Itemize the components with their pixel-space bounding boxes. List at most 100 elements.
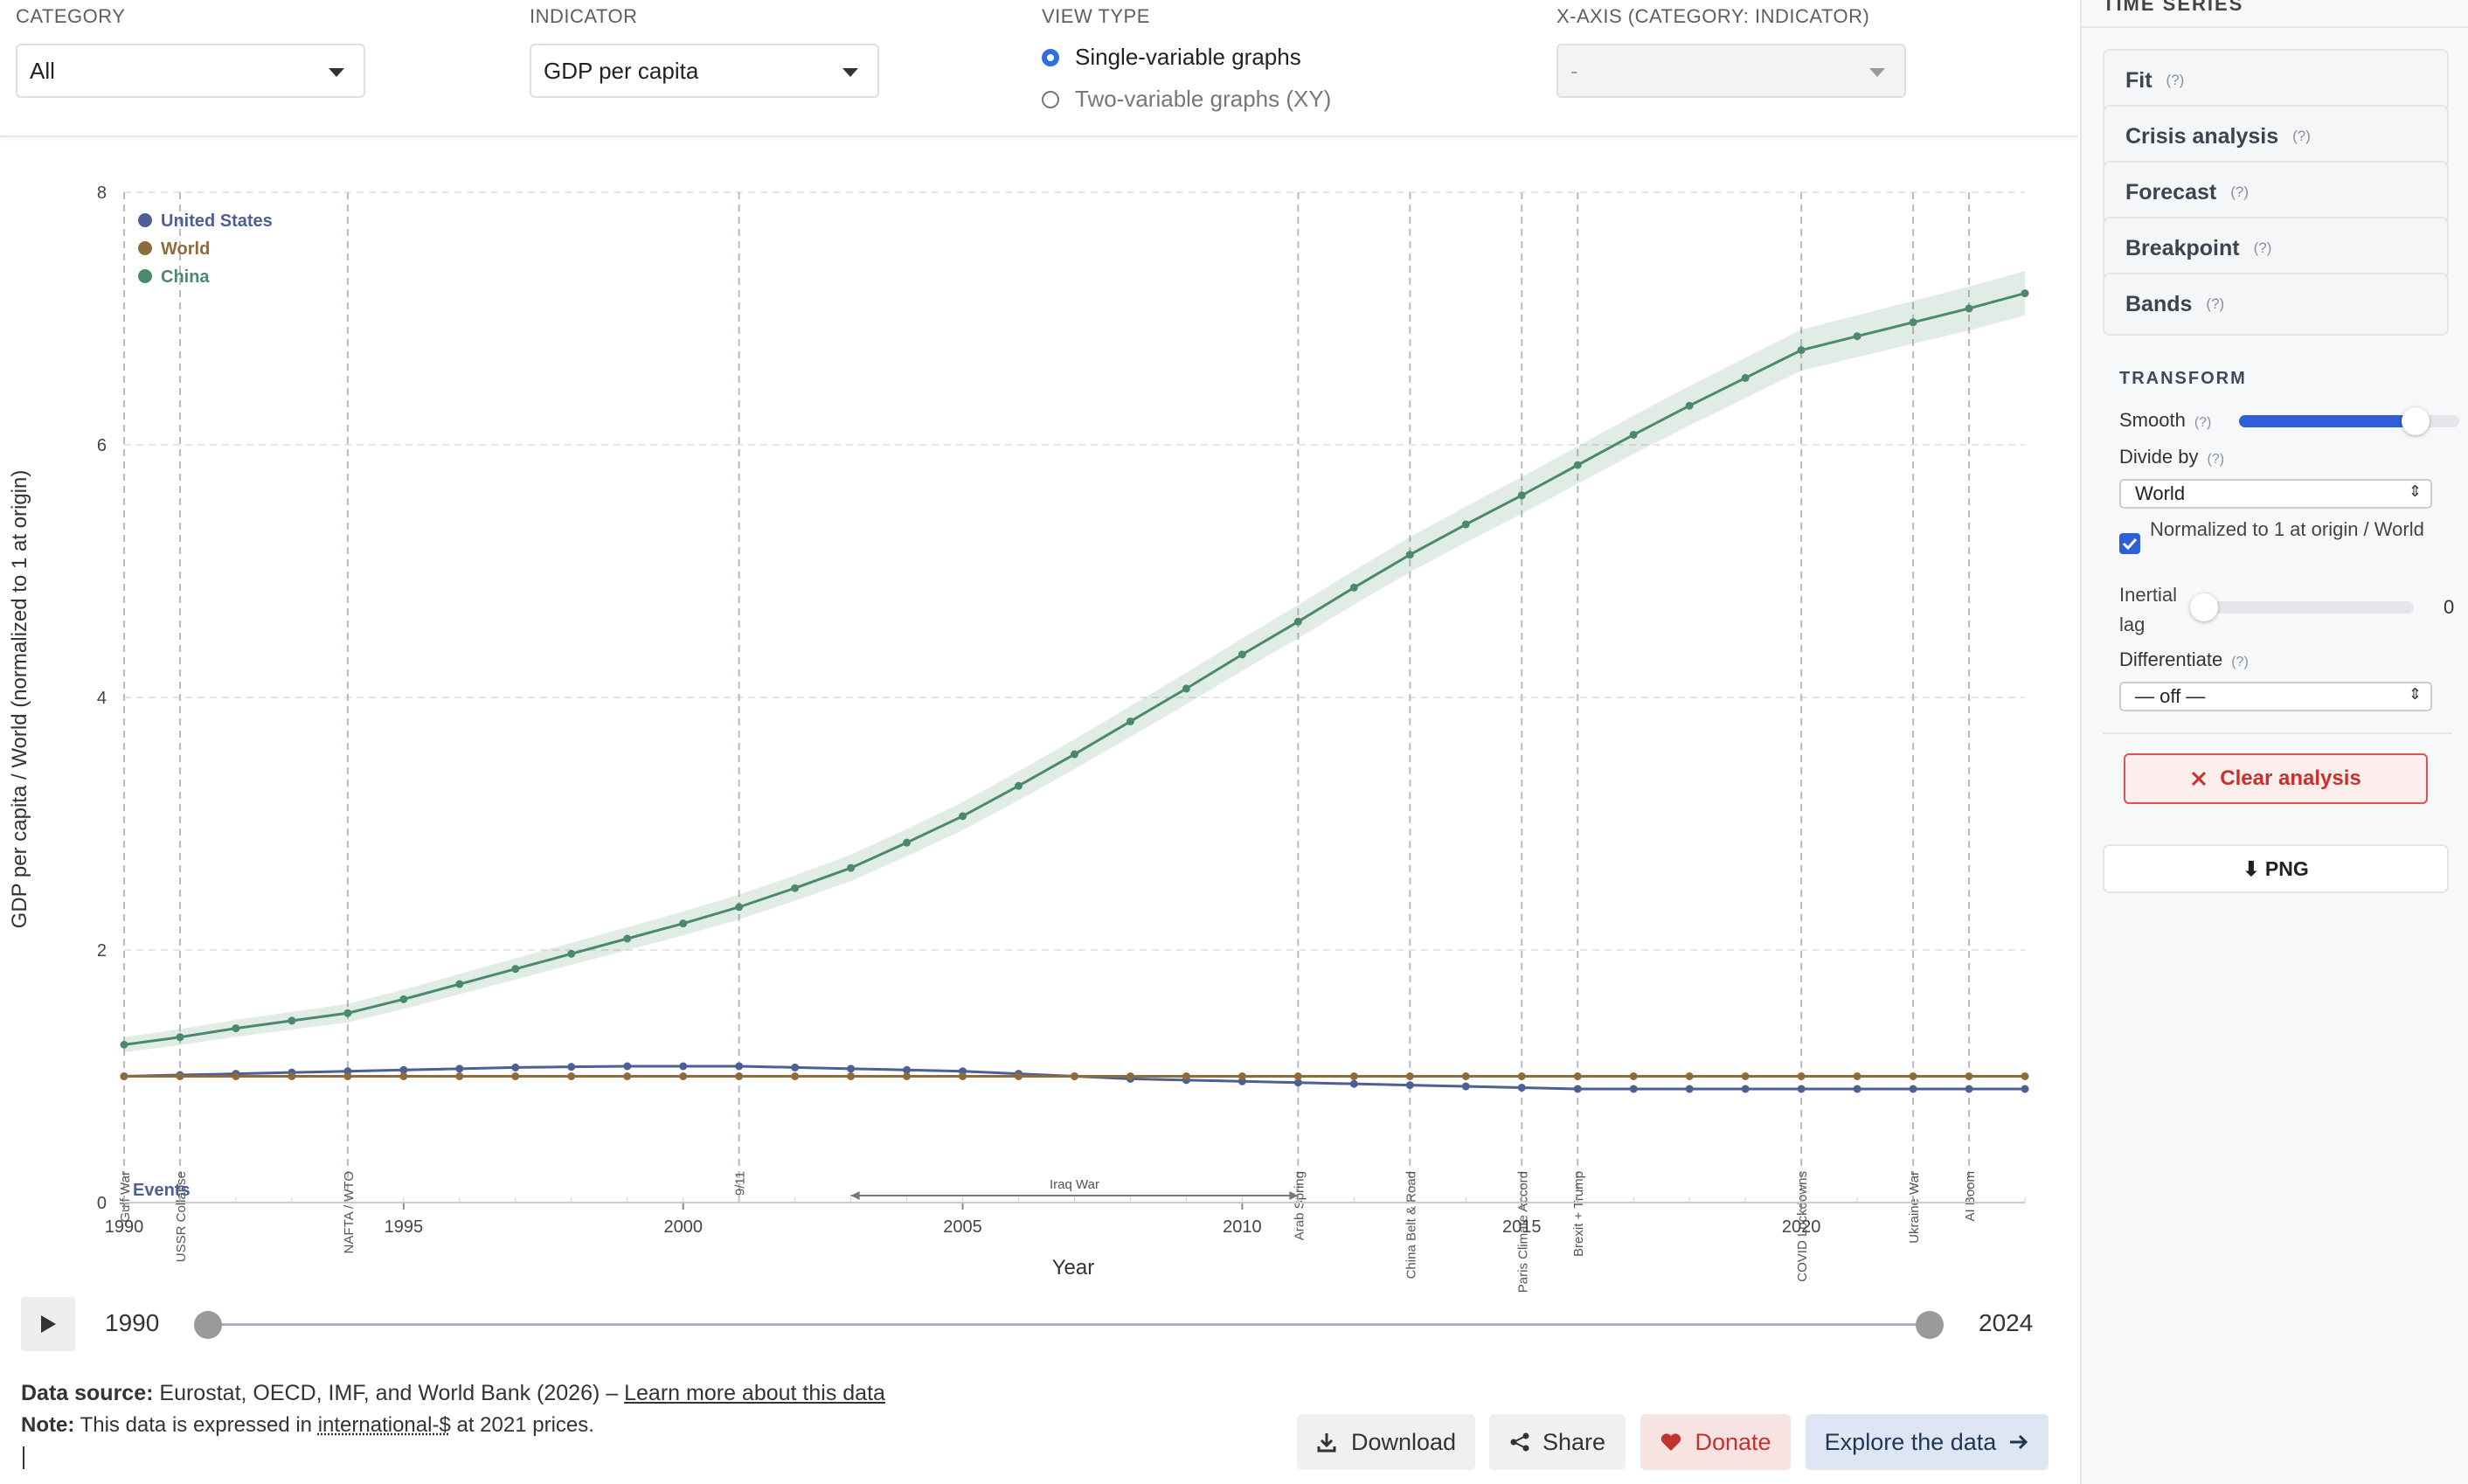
fit-label: Fit [2125, 67, 2153, 93]
china-point [1461, 520, 1470, 529]
united-states-point [1965, 1085, 1973, 1093]
differentiate-select[interactable]: — off — ⇕ [2119, 682, 2432, 711]
fit-button[interactable]: Fit (?) [2103, 49, 2449, 112]
crisis-analysis-button[interactable]: Crisis analysis (?) [2103, 105, 2449, 168]
help-icon[interactable]: (?) [2231, 655, 2249, 669]
world-point [567, 1072, 576, 1080]
x-tick-label: 1995 [385, 1217, 424, 1237]
radio-two-variable[interactable]: Two-variable graphs (XY) [1042, 86, 1331, 113]
smooth-slider[interactable] [2239, 407, 2459, 435]
play-button[interactable] [21, 1297, 75, 1351]
share-button[interactable]: Share [1489, 1414, 1626, 1470]
category-select[interactable]: All [16, 44, 365, 98]
donate-button[interactable]: Donate [1640, 1414, 1791, 1470]
normalized-checkbox[interactable] [2119, 533, 2140, 554]
differentiate-label: Differentiate [2119, 648, 2223, 670]
world-point [455, 1072, 464, 1080]
world-point [120, 1072, 128, 1080]
y-tick-label: 0 [97, 1194, 107, 1213]
smooth-label-row: Smooth (?) [2119, 409, 2211, 432]
china-point [623, 934, 632, 943]
x-tick-label: 2015 [1502, 1217, 1542, 1237]
inertial-lag-knob[interactable] [2190, 593, 2218, 621]
radio-two-label: Two-variable graphs (XY) [1075, 86, 1332, 112]
help-icon[interactable]: (?) [2166, 72, 2185, 88]
time-series-header: TIME SERIES [2103, 0, 2244, 15]
china-point [1741, 373, 1750, 382]
smooth-slider-fill [2239, 415, 2416, 427]
x-axis-select[interactable]: - [1556, 44, 1906, 98]
international-dollar-link[interactable]: international-$ [317, 1413, 451, 1437]
learn-more-link[interactable]: Learn more about this data [624, 1381, 885, 1405]
united-states-point [1685, 1085, 1694, 1093]
world-point [1293, 1072, 1302, 1080]
world-point [1797, 1072, 1806, 1080]
clear-analysis-button[interactable]: Clear analysis [2124, 753, 2428, 804]
png-export-button[interactable]: ⬇ PNG [2103, 844, 2449, 893]
world-point [1573, 1072, 1582, 1080]
breakpoint-button[interactable]: Breakpoint (?) [2103, 217, 2449, 280]
x-axis-label-text: Year [1052, 1256, 1095, 1279]
download-label: Download [1350, 1428, 1457, 1455]
china-point [399, 995, 408, 1003]
y-tick-label: 4 [97, 689, 107, 708]
help-icon[interactable]: (?) [2292, 128, 2311, 144]
timeline-end-label: 2024 [1979, 1309, 2034, 1336]
download-button[interactable]: Download [1297, 1414, 1475, 1470]
inertial-lag-slider[interactable] [2190, 593, 2414, 621]
world-point [1517, 1072, 1526, 1080]
china-point [1909, 318, 1917, 327]
china-point [1015, 781, 1023, 790]
united-states-point [1853, 1085, 1861, 1093]
world-point [399, 1072, 408, 1080]
event-label: Gulf War [118, 1171, 133, 1223]
china-point [679, 919, 688, 928]
png-label: ⬇ PNG [2243, 856, 2309, 880]
timeline-end-handle[interactable] [1916, 1311, 1944, 1339]
china-point [232, 1024, 240, 1033]
note-text-b: at 2021 prices. [456, 1413, 594, 1437]
china-point [2021, 289, 2029, 298]
event-label: AI Boom [1963, 1171, 1978, 1222]
help-icon[interactable]: (?) [2194, 415, 2212, 430]
close-icon [2192, 771, 2207, 787]
united-states-point [1573, 1085, 1582, 1093]
data-source-line: Data source: Eurostat, OECD, IMF, and Wo… [21, 1381, 885, 1406]
world-point [1237, 1072, 1246, 1080]
world-point [1405, 1072, 1414, 1080]
radio-unselected-icon [1042, 90, 1059, 108]
timeline-track[interactable] [208, 1323, 1930, 1326]
help-icon[interactable]: (?) [2207, 452, 2225, 467]
world-point [511, 1072, 520, 1080]
bands-button[interactable]: Bands (?) [2103, 273, 2449, 336]
help-icon[interactable]: (?) [2253, 239, 2272, 256]
world-point [679, 1072, 688, 1080]
smooth-slider-knob[interactable] [2401, 407, 2430, 435]
x-tick-label: 1990 [105, 1217, 144, 1237]
divide-by-select[interactable]: World ⇕ [2119, 479, 2432, 509]
divide-by-label-row: Divide by (?) [2119, 446, 2224, 468]
forecast-button[interactable]: Forecast (?) [2103, 161, 2449, 224]
help-icon[interactable]: (?) [2230, 184, 2249, 200]
category-value: All [30, 57, 55, 84]
china-point [1405, 551, 1414, 559]
world-point [1741, 1072, 1750, 1080]
china-point [1965, 304, 1973, 313]
united-states-point [847, 1064, 856, 1073]
china-point [1293, 617, 1302, 626]
china-point [455, 980, 464, 988]
china-point [1853, 332, 1861, 341]
events-label: Events [133, 1181, 191, 1200]
china-point [1349, 583, 1358, 592]
explore-label: Explore the data [1824, 1428, 1997, 1455]
explore-button[interactable]: Explore the data [1806, 1414, 2049, 1470]
indicator-select[interactable]: GDP per capita [530, 44, 879, 98]
view-type-label: VIEW TYPE [1042, 5, 1150, 27]
category-label: CATEGORY [16, 5, 126, 27]
radio-single-variable[interactable]: Single-variable graphs [1042, 44, 1301, 71]
china-point [791, 884, 800, 892]
event-label: NAFTA / WTO [342, 1171, 357, 1253]
world-point [343, 1072, 352, 1080]
timeline-start-handle[interactable] [194, 1311, 222, 1339]
help-icon[interactable]: (?) [2206, 295, 2225, 312]
